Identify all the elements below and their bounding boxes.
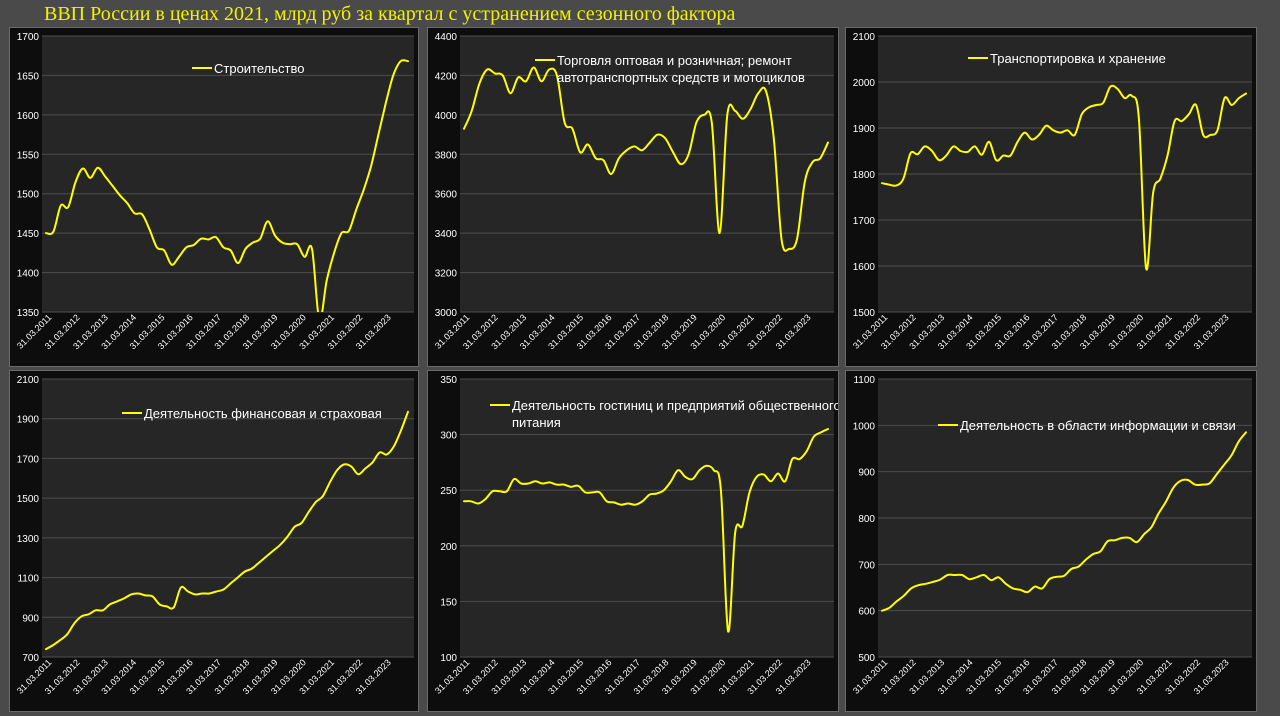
y-tick-label: 1400 [17, 269, 40, 280]
y-tick-label: 200 [440, 542, 457, 553]
y-tick-label: 1700 [17, 454, 40, 465]
y-tick-label: 1350 [17, 308, 40, 319]
y-tick-label: 1100 [17, 574, 39, 585]
chart-panel: 3000 3200 3400 3600 3800 4000 4200 4400 31.03.20… [427, 27, 839, 367]
series-line [45, 59, 409, 312]
chart-svg: 150016001700180019002000210031.03.201131… [851, 32, 1252, 351]
y-tick-label: 300 [440, 431, 457, 442]
chart-svg: 5006007008009001000110031.03.201131.03.2… [851, 375, 1252, 696]
y-tick-label: 600 [858, 607, 875, 618]
y-tick-label: 500 [858, 653, 875, 664]
series-line [881, 431, 1247, 612]
y-tick-label: 3200 [435, 269, 458, 280]
y-tick-label: 4400 [435, 32, 458, 43]
series-line [881, 84, 1247, 271]
y-tick-label: 3600 [435, 190, 458, 201]
y-tick-label: 1650 [17, 71, 40, 82]
series-line [45, 410, 409, 651]
y-tick-label: 250 [440, 486, 457, 497]
legend-label: Транспортировка и хранение [990, 51, 1166, 66]
y-tick-label: 1600 [17, 111, 40, 122]
legend-label: автотранспортных средств и мотоциклов [557, 70, 805, 85]
chart-svg: 70090011001300150017001900210031.03.2011… [15, 375, 414, 696]
plot-area [460, 36, 834, 312]
y-tick-label: 900 [22, 613, 39, 624]
y-tick-label: 4000 [435, 111, 458, 122]
chart-panel: 1500 1600 1700 1800 1900 2000 2100 31.03.2011 31… [845, 27, 1257, 367]
y-tick-label: 1600 [853, 262, 876, 273]
legend-label: Деятельность гостиниц и предприятий обще… [512, 398, 838, 413]
series-line [463, 428, 829, 633]
y-tick-label: 700 [858, 560, 875, 571]
chart-svg: 10015020025030035031.03.201131.03.201231… [433, 375, 838, 696]
y-tick-label: 1500 [17, 494, 40, 505]
y-tick-label: 1500 [17, 190, 40, 201]
y-tick-label: 1000 [853, 421, 876, 432]
legend-label: питания [512, 415, 561, 430]
chart-svg: 1350140014501500155016001650170031.03.20… [15, 32, 414, 351]
legend-label: Торговля оптовая и розничная; ремонт [557, 53, 792, 68]
y-tick-label: 1800 [853, 170, 876, 181]
y-tick-label: 1550 [17, 150, 40, 161]
y-tick-label: 1700 [17, 32, 40, 43]
y-tick-label: 1700 [853, 216, 876, 227]
plot-area [42, 36, 414, 312]
y-tick-label: 1900 [853, 124, 876, 135]
chart-panel: 500 600 700 800 900 1000 1100 31.03.2011 31.03.2… [845, 370, 1257, 712]
y-tick-label: 3800 [435, 150, 458, 161]
legend-label: Деятельность финансовая и страховая [144, 406, 382, 421]
y-tick-label: 100 [440, 653, 457, 664]
y-tick-label: 350 [440, 375, 457, 386]
y-tick-label: 1900 [17, 415, 40, 426]
y-tick-label: 2100 [17, 375, 40, 386]
page-title: ВВП России в ценах 2021, млрд руб за ква… [44, 3, 736, 25]
y-tick-label: 3400 [435, 229, 458, 240]
y-tick-label: 2000 [853, 78, 876, 89]
chart-panel: 700 900 1100 1300 1500 1700 1900 2100 31.03.2011… [9, 370, 419, 712]
chart-panel: 100 150 200 250 300 350 31.03.2011 31.03.2012 31… [427, 370, 839, 712]
chart-panel: 1350 1400 1450 1500 1550 1600 1650 1700 31.03.20… [9, 27, 419, 367]
y-tick-label: 4200 [435, 71, 458, 82]
y-tick-label: 1500 [853, 308, 876, 319]
y-tick-label: 800 [858, 514, 875, 525]
y-tick-label: 700 [22, 653, 39, 664]
series-line [463, 66, 829, 252]
y-tick-label: 150 [440, 597, 457, 608]
plot-area [460, 379, 834, 657]
legend-label: Строительство [214, 61, 304, 76]
chart-svg: 3000320034003600380040004200440031.03.20… [433, 32, 834, 351]
y-tick-label: 1450 [17, 229, 40, 240]
y-tick-label: 1300 [17, 534, 40, 545]
y-tick-label: 2100 [853, 32, 876, 43]
legend-label: Деятельность в области информации и связ… [960, 418, 1236, 433]
y-tick-label: 1100 [853, 375, 875, 386]
y-tick-label: 900 [858, 468, 875, 479]
y-tick-label: 3000 [435, 308, 458, 319]
